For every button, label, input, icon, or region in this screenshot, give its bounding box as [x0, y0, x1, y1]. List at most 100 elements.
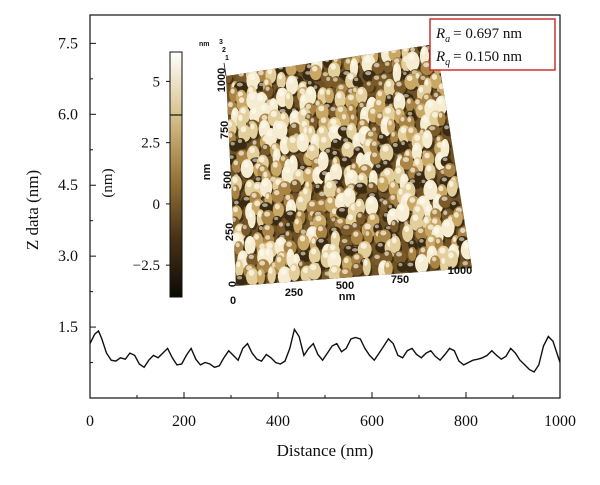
- afm-grain-highlight: [305, 181, 310, 188]
- afm-grain-highlight: [433, 227, 440, 234]
- afm-grain-highlight: [297, 211, 302, 217]
- afm-grain-highlight: [427, 100, 434, 108]
- afm-grain-highlight: [384, 169, 391, 176]
- afm-x-tick-label: 500: [336, 280, 354, 292]
- afm-z-tick-label: 1: [225, 55, 229, 62]
- rq-label: Rq = 0.150 nm: [435, 49, 522, 68]
- profile-series-line: [89, 327, 561, 373]
- afm-grain-highlight: [251, 107, 257, 115]
- afm-grain-highlight: [264, 225, 270, 231]
- afm-grain-highlight: [305, 103, 312, 110]
- afm-grain-highlight: [365, 71, 372, 76]
- afm-grain-highlight: [273, 150, 278, 157]
- afm-grain-highlight: [286, 211, 293, 216]
- afm-grain-highlight: [252, 140, 257, 145]
- afm-grain-highlight: [315, 184, 320, 189]
- afm-grain-highlight: [302, 267, 309, 274]
- afm-grain-highlight: [281, 137, 287, 145]
- afm-grain-highlight: [298, 261, 303, 267]
- afm-grain-highlight: [347, 94, 354, 101]
- afm-grain-highlight: [431, 111, 438, 118]
- afm-z-unit: nm: [199, 41, 210, 48]
- afm-grain-highlight: [438, 112, 443, 118]
- colorbar-tick-label: −2.5: [133, 258, 160, 274]
- afm-grain-highlight: [417, 228, 424, 234]
- afm-grain-highlight: [332, 232, 337, 239]
- x-tick-label: 200: [172, 413, 196, 430]
- afm-grain-highlight: [338, 207, 345, 212]
- afm-grain-highlight: [274, 216, 279, 221]
- afm-grain-highlight: [258, 70, 264, 76]
- afm-grain-highlight: [388, 204, 392, 209]
- afm-y-tick-label: 0: [227, 281, 239, 287]
- afm-grain-highlight: [286, 241, 293, 247]
- afm-grain-highlight: [382, 118, 388, 126]
- afm-grain-highlight: [262, 203, 268, 208]
- afm-grain-highlight: [288, 77, 294, 85]
- afm-grain-highlight: [250, 123, 255, 130]
- afm-grain-highlight: [358, 88, 364, 95]
- afm-grain-highlight: [243, 161, 250, 168]
- afm-grain-highlight: [396, 81, 402, 87]
- afm-surface-topography: [226, 44, 472, 286]
- afm-grain-highlight: [420, 75, 426, 81]
- afm-grain: [295, 58, 306, 73]
- afm-grain-highlight: [426, 165, 432, 172]
- afm-grain-highlight: [395, 94, 402, 102]
- afm-grain-highlight: [332, 165, 338, 172]
- afm-grain-highlight: [423, 62, 430, 68]
- afm-grain-highlight: [297, 60, 302, 65]
- afm-grain-highlight: [383, 46, 389, 54]
- afm-grain-highlight: [230, 88, 235, 94]
- afm-grain-highlight: [384, 251, 389, 256]
- afm-grain-highlight: [355, 147, 360, 151]
- afm-grain-highlight: [376, 99, 382, 106]
- afm-grain-highlight: [254, 200, 261, 207]
- afm-grain-highlight: [383, 160, 388, 165]
- afm-y-tick-label: 1000: [216, 68, 228, 92]
- afm-grain-highlight: [412, 214, 419, 221]
- afm-grain-highlight: [361, 165, 368, 171]
- afm-grain-highlight: [356, 200, 362, 207]
- afm-grain-highlight: [259, 226, 263, 231]
- afm-grain-highlight: [300, 109, 307, 116]
- y-axis-label: Z data (nm): [23, 170, 42, 250]
- afm-grain-highlight: [319, 153, 325, 160]
- afm-grain-highlight: [410, 47, 415, 53]
- afm-grain-highlight: [337, 218, 343, 224]
- afm-grain-highlight: [453, 212, 459, 218]
- afm-grain-highlight: [347, 73, 354, 80]
- colorbar-tick-label: 2.5: [141, 136, 160, 152]
- afm-grain-highlight: [330, 126, 338, 134]
- afm-grain-highlight: [341, 113, 347, 120]
- afm-grain-highlight: [318, 127, 325, 134]
- afm-grain-highlight: [237, 139, 243, 143]
- afm-grain-highlight: [352, 223, 357, 228]
- afm-grain-highlight: [265, 86, 270, 91]
- y-tick-label: 3.0: [58, 248, 78, 265]
- afm-grain-highlight: [441, 257, 446, 264]
- afm-grain-highlight: [371, 141, 377, 147]
- x-tick-label: 800: [454, 413, 478, 430]
- afm-grain-highlight: [431, 74, 438, 80]
- afm-grain-highlight: [234, 200, 239, 205]
- afm-grain-highlight: [344, 143, 350, 150]
- afm-grain-highlight: [373, 63, 380, 68]
- afm-grain-highlight: [365, 140, 372, 147]
- afm-grain-highlight: [330, 118, 337, 125]
- afm-grain-highlight: [351, 60, 355, 67]
- afm-grain-highlight: [353, 50, 358, 56]
- afm-grain-highlight: [259, 82, 264, 87]
- afm-grain-highlight: [409, 197, 416, 203]
- afm-grain-highlight: [414, 134, 421, 141]
- afm-grain-highlight: [238, 97, 245, 103]
- colorbar-tick-label: 0: [153, 197, 161, 213]
- afm-x-tick-label: 750: [391, 274, 409, 286]
- afm-grain-highlight: [306, 114, 310, 119]
- afm-grain-highlight: [341, 269, 349, 275]
- afm-grain-highlight: [436, 238, 441, 244]
- colorbar: [169, 51, 183, 298]
- afm-grain-highlight: [232, 185, 237, 192]
- afm-grain-highlight: [233, 160, 239, 166]
- afm-grain-highlight: [263, 171, 268, 178]
